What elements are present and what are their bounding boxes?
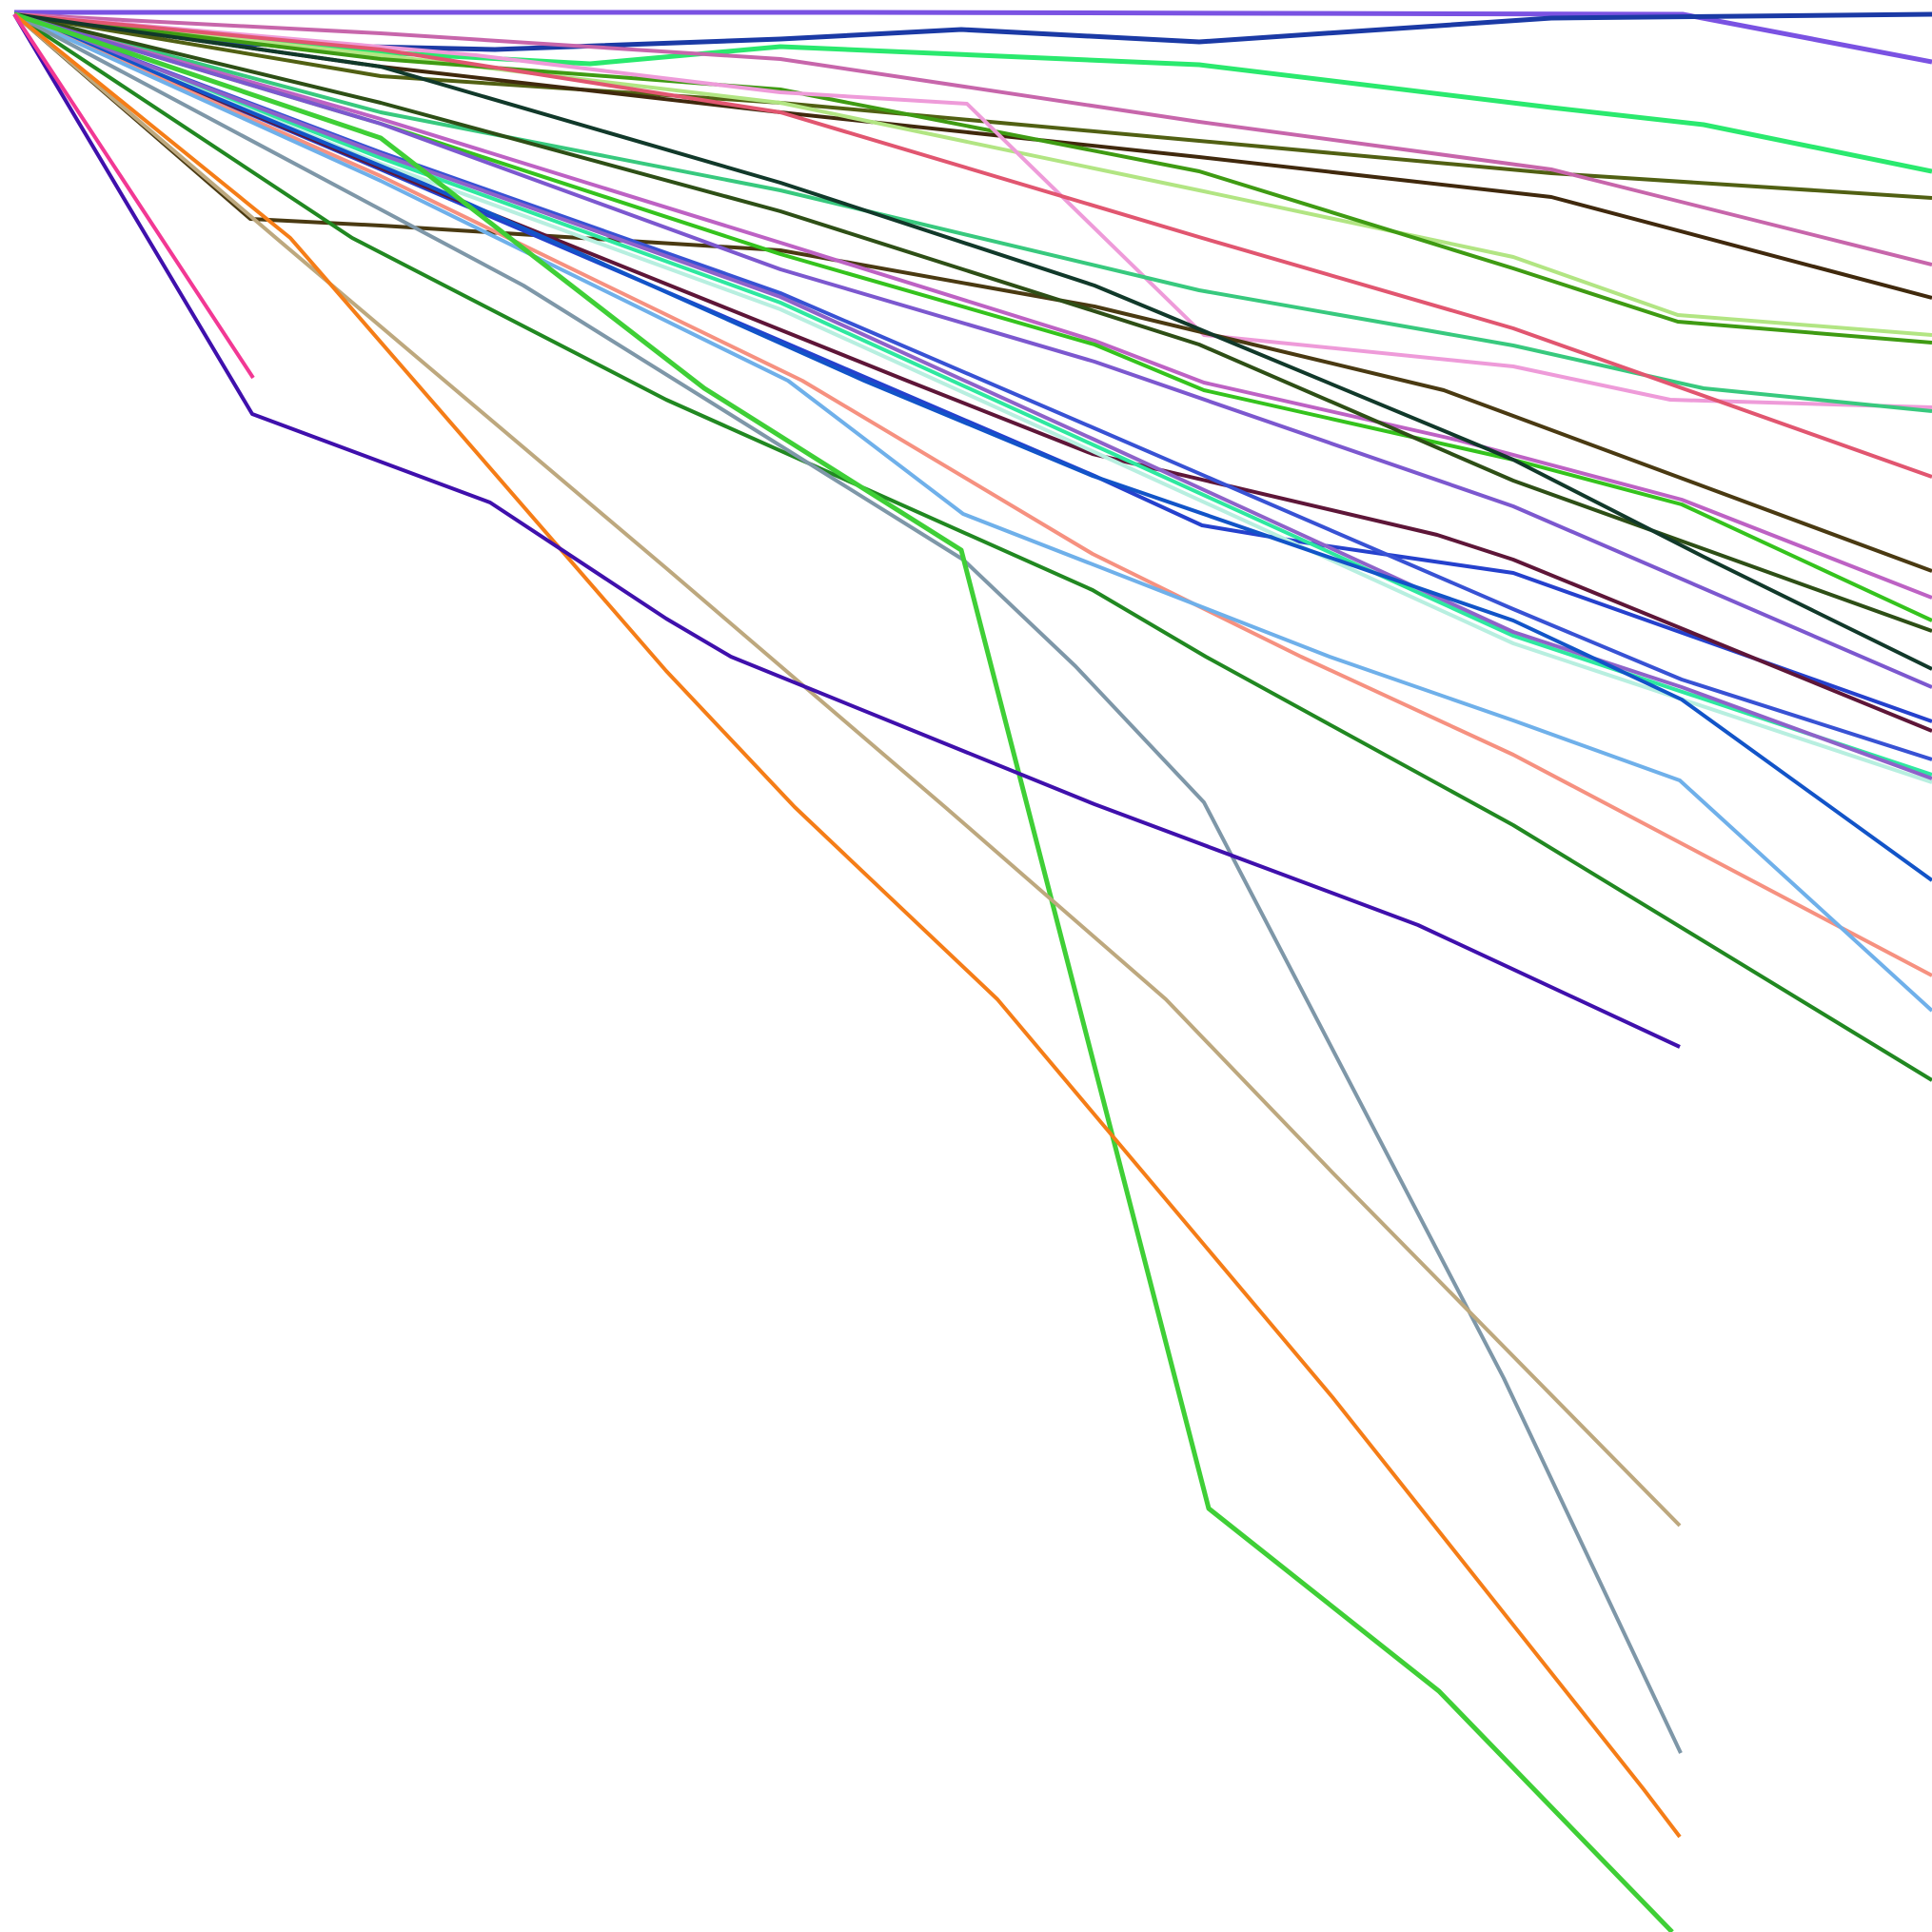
series-line-dark-violet	[12, 12, 1681, 1049]
series-line-deep-pink-short	[12, 12, 255, 380]
series-line-kelly-green	[13, 12, 1932, 345]
series-line-olive-brown	[12, 12, 1932, 573]
series-line-crimson	[13, 12, 1932, 479]
series-line-rose-orchid	[13, 12, 1932, 266]
series-line-slate-gray	[13, 12, 1683, 1754]
series-line-spring-green-2	[13, 12, 1932, 777]
series-line-bright-green	[13, 12, 1932, 622]
series-line-forest-green	[12, 12, 1932, 1082]
series-line-plum-pink	[13, 12, 1932, 409]
series-line-medium-purple-2	[13, 12, 1932, 780]
series-line-salmon	[13, 12, 1932, 977]
series-line-medium-orchid	[13, 12, 1932, 600]
series-line-dark-green-a	[13, 12, 1932, 633]
series-line-medium-blue	[13, 12, 1932, 723]
series-line-tan-khaki	[12, 12, 1682, 1528]
series-line-strong-blue	[13, 12, 1932, 882]
series-line-pale-green	[13, 12, 1932, 337]
series-line-pale-turquoise	[13, 12, 1932, 784]
series-line-flat-top-purple	[14, 10, 1932, 65]
series-line-medium-purple	[13, 12, 1932, 689]
series-line-cornflower-blue	[13, 12, 1932, 1013]
series-line-dark-teal-green	[13, 12, 1932, 671]
series-line-lime-green-steep	[13, 11, 1674, 1932]
series-line-medium-sea-green	[13, 12, 1932, 413]
series-line-orange	[12, 12, 1682, 1839]
series-line-dark-olive	[13, 12, 1932, 200]
